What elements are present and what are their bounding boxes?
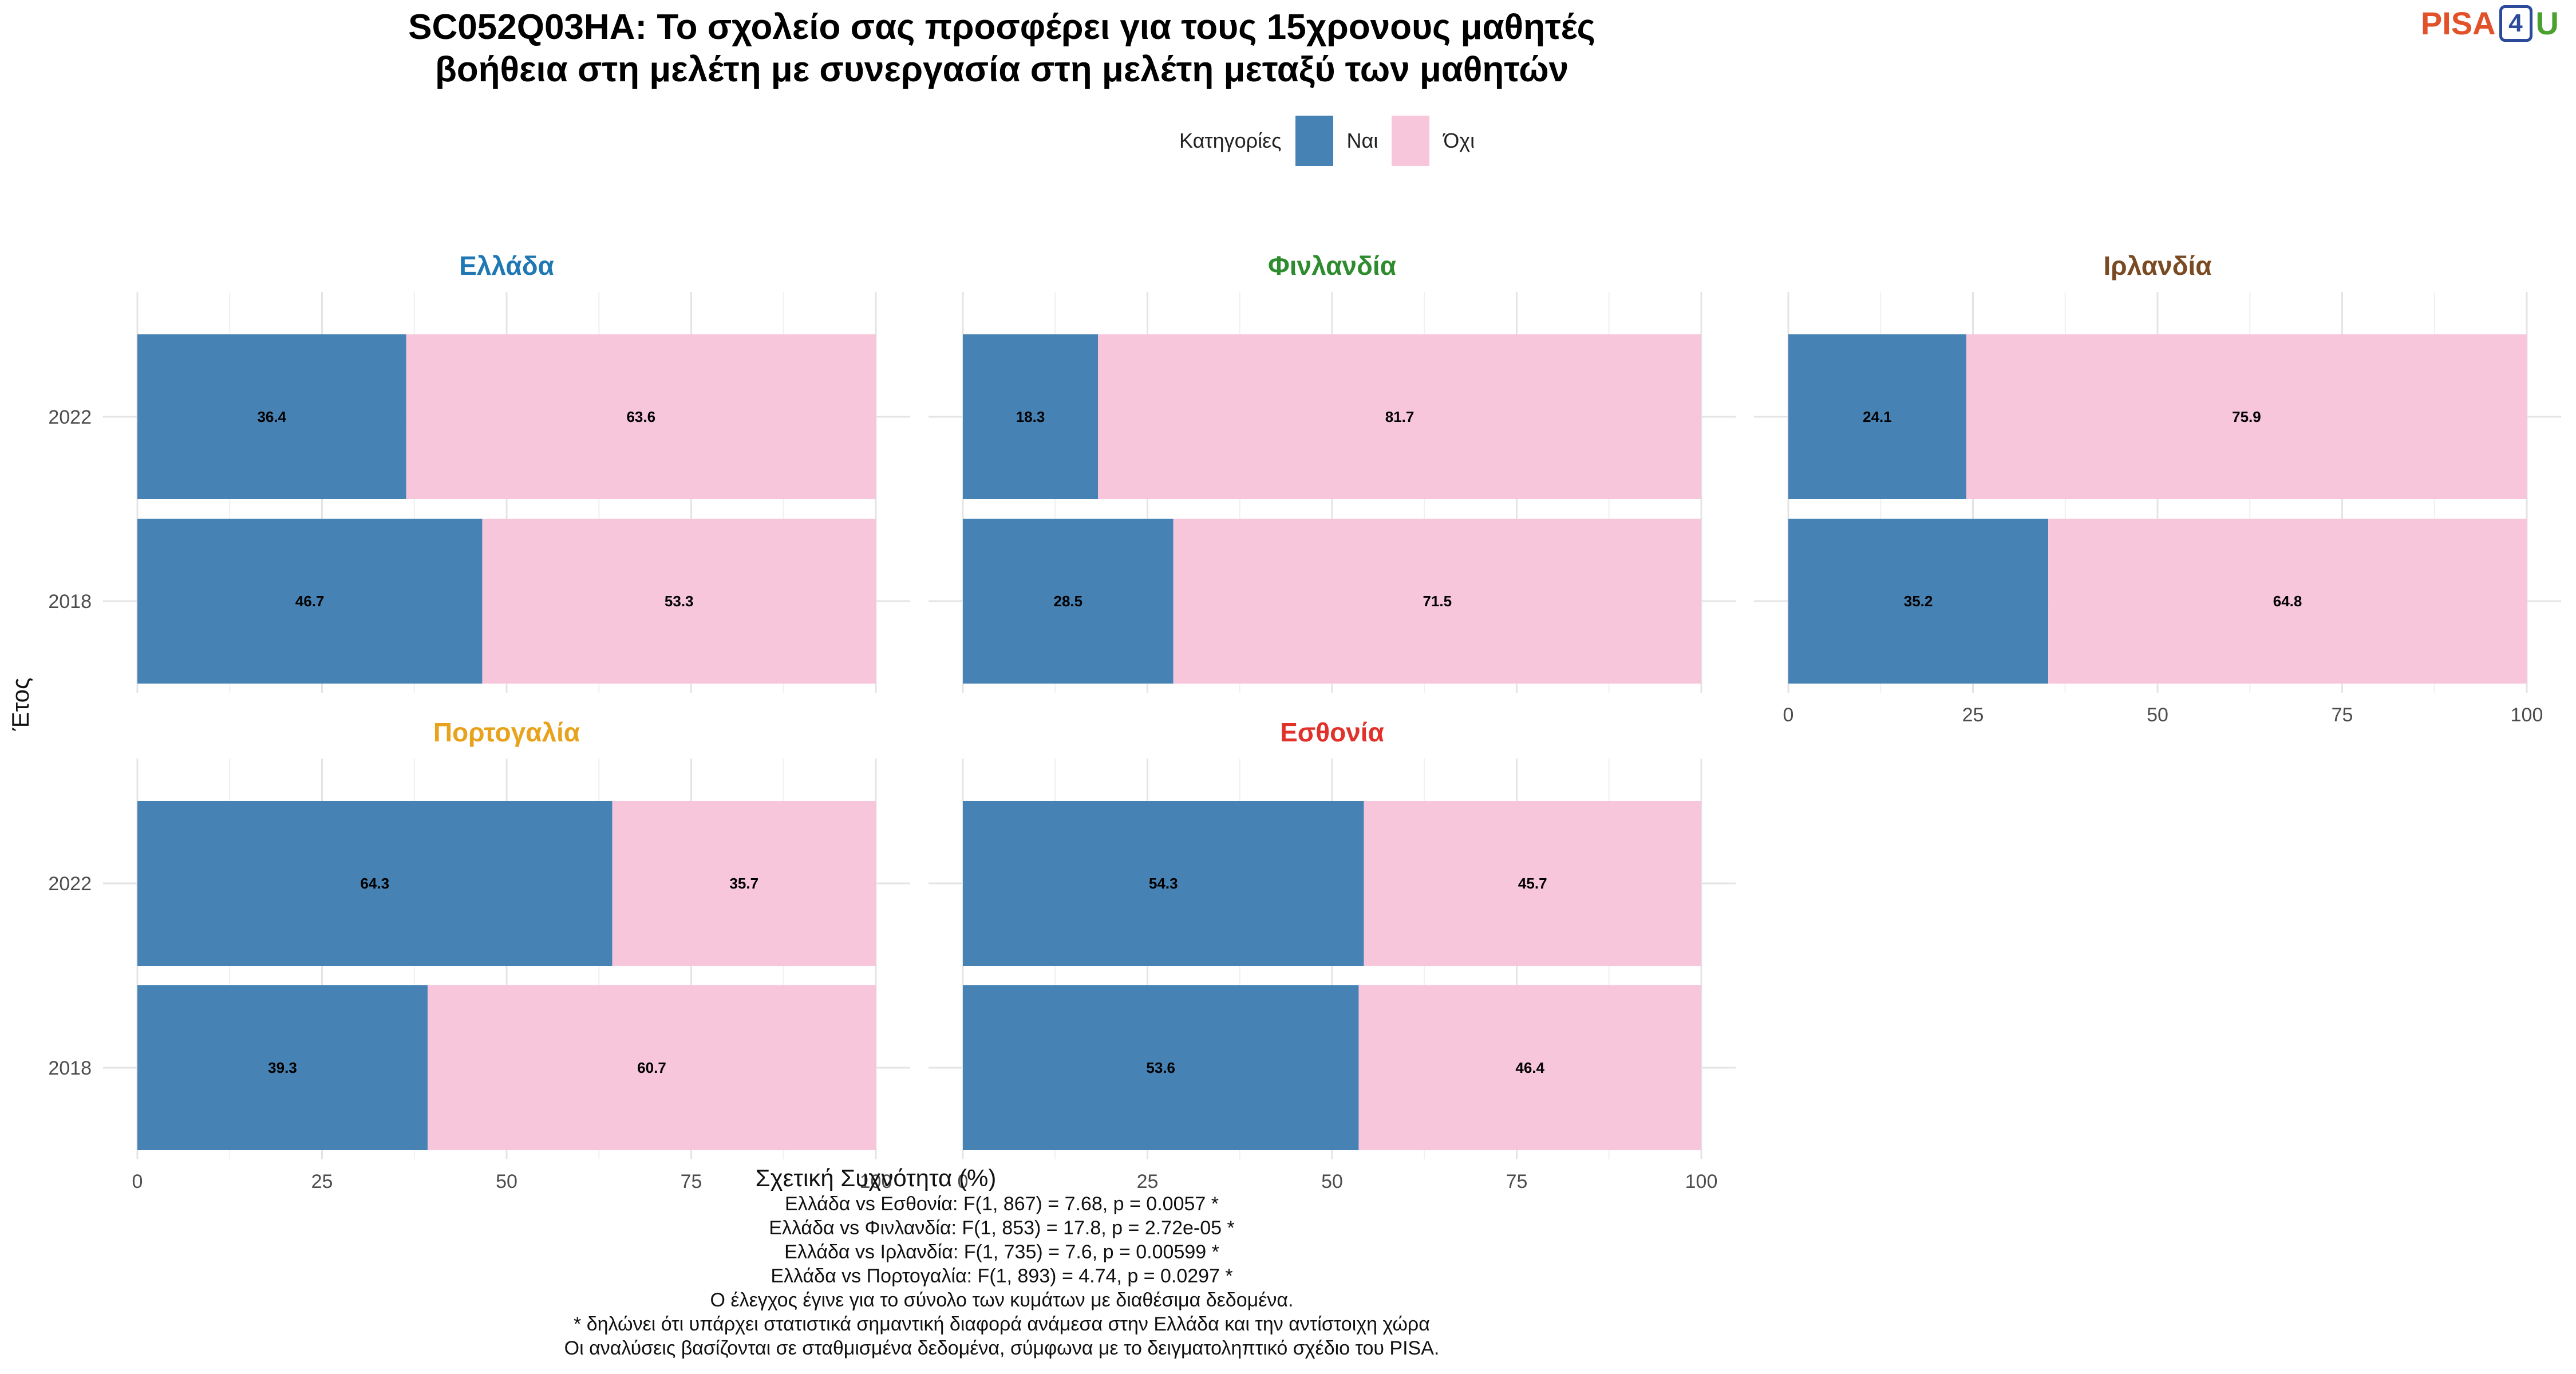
bar-value-label: 39.3 bbox=[268, 1059, 297, 1076]
facet-title: Πορτογαλία bbox=[433, 717, 580, 747]
bar-value-label: 54.3 bbox=[1149, 875, 1178, 892]
bar-segment bbox=[137, 519, 483, 684]
bar-value-label: 46.4 bbox=[1515, 1059, 1544, 1076]
note-line: Ελλάδα vs Φινλανδία: F(1, 853) = 17.8, p… bbox=[769, 1217, 1235, 1239]
x-axis-title: Σχετική Συχνότητα (%) bbox=[756, 1164, 997, 1191]
x-tick-label: 100 bbox=[860, 1171, 892, 1191]
note-line: Οι αναλύσεις βασίζονται σε σταθμισμένα δ… bbox=[564, 1337, 1440, 1359]
bar-value-label: 81.7 bbox=[1385, 408, 1415, 425]
x-tick-label: 50 bbox=[496, 1171, 517, 1191]
facet-title: Εσθονία bbox=[1280, 717, 1384, 747]
legend-label-no: Όχι bbox=[1443, 129, 1475, 152]
bar-value-label: 35.7 bbox=[729, 875, 758, 892]
x-tick-label: 50 bbox=[2147, 704, 2168, 726]
bar-segment bbox=[1788, 519, 2049, 684]
legend-label-yes: Ναι bbox=[1346, 129, 1378, 152]
pisa4u-logo: PISA 4 U bbox=[2421, 5, 2559, 42]
x-tick-label: 0 bbox=[1783, 704, 1794, 726]
y-tick-label: 2022 bbox=[48, 406, 92, 428]
x-tick-label: 75 bbox=[1506, 1171, 1528, 1191]
bar-segment bbox=[612, 801, 876, 966]
bar-segment bbox=[963, 801, 1364, 966]
legend-key-no bbox=[1392, 116, 1430, 166]
x-tick-label: 50 bbox=[1321, 1171, 1343, 1191]
bar-value-label: 64.8 bbox=[2273, 593, 2302, 610]
bar-value-label: 75.9 bbox=[2232, 408, 2261, 425]
x-tick-label: 0 bbox=[958, 1171, 969, 1191]
bar-segment bbox=[1358, 985, 1701, 1150]
bar-value-label: 18.3 bbox=[1016, 408, 1045, 425]
note-line: Ο έλεγχος έγινε για το σύνολο των κυμάτω… bbox=[710, 1289, 1294, 1311]
bar-segment bbox=[963, 519, 1174, 684]
bar-value-label: 71.5 bbox=[1423, 593, 1452, 610]
bar-value-label: 36.4 bbox=[257, 408, 286, 425]
bar-segment bbox=[137, 334, 406, 499]
bar-segment bbox=[963, 985, 1359, 1150]
y-axis-title: Έτος bbox=[7, 678, 34, 732]
bar-segment bbox=[406, 334, 876, 499]
x-tick-label: 25 bbox=[1962, 704, 1984, 726]
bar-value-label: 46.7 bbox=[295, 593, 325, 610]
note-line: Ελλάδα vs Πορτογαλία: F(1, 893) = 4.74, … bbox=[771, 1265, 1233, 1287]
x-tick-label: 75 bbox=[681, 1171, 702, 1191]
note-line: * δηλώνει ότι υπάρχει στατιστικά σημαντι… bbox=[574, 1313, 1430, 1335]
bar-value-label: 53.3 bbox=[665, 593, 694, 610]
legend-title: Κατηγορίες bbox=[1179, 129, 1282, 152]
bar-segment bbox=[1173, 519, 1701, 684]
logo-text-pisa: PISA bbox=[2420, 5, 2496, 41]
x-tick-label: 25 bbox=[1137, 1171, 1159, 1191]
bar-segment bbox=[1098, 334, 1701, 499]
bar-value-label: 35.2 bbox=[1904, 593, 1933, 610]
bar-segment bbox=[137, 801, 613, 966]
x-tick-label: 0 bbox=[132, 1171, 143, 1191]
x-tick-label: 25 bbox=[311, 1171, 333, 1191]
footnotes: Ελλάδα vs Εσθονία: F(1, 867) = 7.68, p =… bbox=[0, 1192, 2004, 1360]
note-line: Ελλάδα vs Εσθονία: F(1, 867) = 7.68, p =… bbox=[785, 1193, 1219, 1215]
bar-segment bbox=[2048, 519, 2527, 684]
facet-title: Ελλάδα bbox=[459, 251, 554, 281]
note-line: Ελλάδα vs Ιρλανδία: F(1, 735) = 7.6, p =… bbox=[784, 1241, 1219, 1263]
bar-value-label: 53.6 bbox=[1146, 1059, 1175, 1076]
facet-title: Ιρλανδία bbox=[2103, 251, 2211, 281]
logo-text-4: 4 bbox=[2499, 5, 2532, 42]
bar-segment bbox=[1364, 801, 1701, 966]
y-tick-label: 2018 bbox=[48, 1057, 92, 1079]
bar-segment bbox=[427, 985, 876, 1150]
chart-title-line-1: SC052Q03HA: Το σχολείο σας προσφέρει για… bbox=[408, 7, 1595, 47]
logo-text-u: U bbox=[2535, 5, 2559, 41]
x-tick-label: 75 bbox=[2332, 704, 2353, 726]
bar-value-label: 63.6 bbox=[626, 408, 655, 425]
bar-segment bbox=[1788, 334, 1966, 499]
bar-value-label: 64.3 bbox=[360, 875, 389, 892]
bar-value-label: 24.1 bbox=[1863, 408, 1892, 425]
x-tick-label: 100 bbox=[1685, 1171, 1718, 1191]
faceted-bar-chart: Ελλάδα 36.4 63.6 46.7 53.3 2022 2018 Φινλανδία 1… bbox=[7, 251, 2561, 1191]
bar-segment bbox=[482, 519, 876, 684]
y-tick-label: 2022 bbox=[48, 873, 92, 895]
legend: Κατηγορίες Ναι Όχι bbox=[1179, 114, 1475, 167]
x-tick-label: 100 bbox=[2511, 704, 2543, 726]
legend-key-yes bbox=[1295, 116, 1333, 166]
bar-value-label: 60.7 bbox=[637, 1059, 666, 1076]
facet-title: Φινλανδία bbox=[1268, 251, 1396, 281]
bar-value-label: 28.5 bbox=[1054, 593, 1083, 610]
bar-value-label: 45.7 bbox=[1518, 875, 1547, 892]
bar-segment bbox=[137, 985, 428, 1150]
chart-title-line-2: βοήθεια στη μελέτη με συνεργασία στη μελ… bbox=[434, 50, 1569, 89]
y-tick-label: 2018 bbox=[48, 591, 92, 613]
bar-segment bbox=[1966, 334, 2527, 499]
bar-segment bbox=[963, 334, 1099, 499]
